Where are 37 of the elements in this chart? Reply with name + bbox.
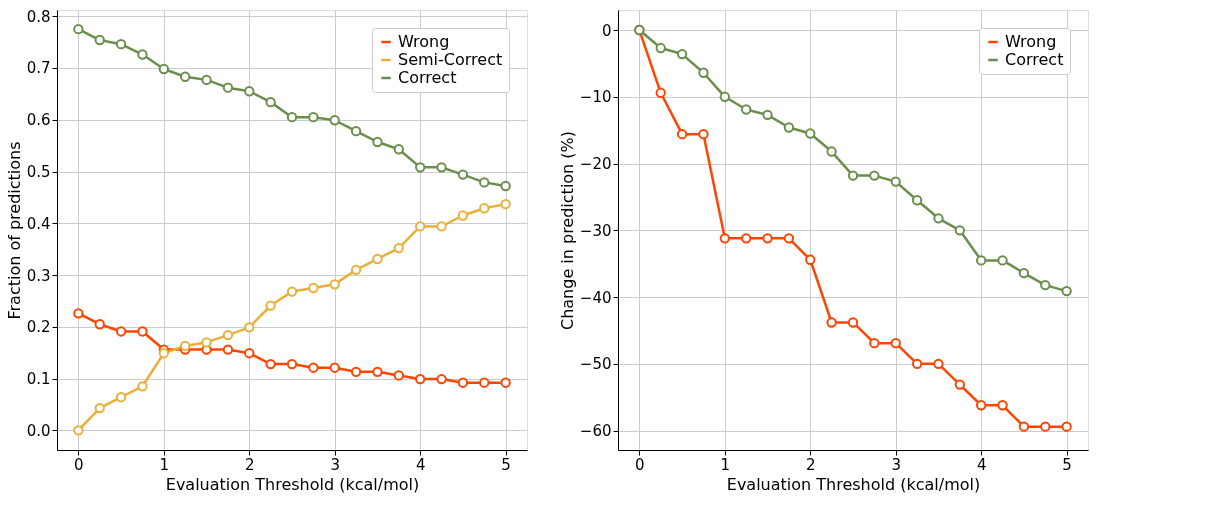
- legend-label: Wrong: [1005, 32, 1057, 51]
- y-axis-title: Fraction of predictions: [4, 141, 24, 320]
- y-tick-label: 0: [601, 21, 612, 40]
- x-tick-label: 4: [415, 455, 426, 474]
- y-tick-label: 0.7: [26, 59, 51, 78]
- x-tick-label: 3: [330, 455, 340, 474]
- x-axis-title: Evaluation Threshold (kcal/mol): [165, 474, 420, 494]
- y-tick-label: 0.6: [26, 111, 51, 130]
- y-tick-label: 0.4: [26, 214, 51, 233]
- y-tick-label: 0.1: [26, 370, 51, 389]
- legend-label: Wrong: [398, 32, 450, 51]
- x-tick-label: 3: [891, 455, 901, 474]
- legend-label: Correct: [1005, 50, 1064, 69]
- x-tick-label: 1: [720, 455, 731, 474]
- y-tick-label: −60: [579, 422, 612, 441]
- legend-label: Semi-Correct: [398, 50, 503, 69]
- y-tick-label: 0.5: [26, 163, 51, 182]
- y-tick-label: −20: [579, 155, 612, 174]
- x-tick-label: 2: [245, 455, 255, 474]
- x-tick-label: 0: [635, 455, 645, 474]
- y-tick-label: −50: [579, 355, 612, 374]
- x-axis-title: Evaluation Threshold (kcal/mol): [726, 474, 981, 494]
- y-tick-label: −30: [579, 221, 612, 240]
- x-tick-label: 5: [1062, 455, 1072, 474]
- x-tick-label: 0: [74, 455, 84, 474]
- legend-label: Correct: [398, 68, 457, 87]
- y-tick-label: 0.0: [26, 421, 51, 440]
- y-tick-label: −10: [579, 88, 612, 107]
- x-tick-label: 5: [501, 455, 511, 474]
- y-tick-label: 0.8: [26, 7, 51, 26]
- y-axis-title: Change in prediction (%): [557, 130, 577, 331]
- x-tick-label: 2: [806, 455, 816, 474]
- y-tick-label: 0.3: [26, 266, 51, 285]
- x-tick-label: 4: [976, 455, 987, 474]
- y-tick-label: 0.2: [26, 318, 51, 337]
- x-tick-label: 1: [159, 455, 170, 474]
- y-tick-label: −40: [579, 288, 612, 307]
